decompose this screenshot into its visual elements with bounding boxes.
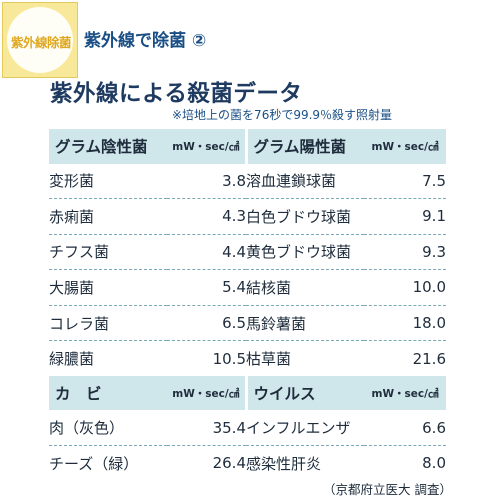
sterilization-data-table: グラム陰性菌 mW・sec/㎠ グラム陽性菌 mW・sec/㎠ 変形菌 3.8 … — [49, 129, 446, 481]
bacteria-name: コレラ菌 — [49, 305, 167, 342]
table-row: 肉（灰色） 35.4 インフルエンザ 6.6 — [49, 410, 446, 446]
organism-name: 肉（灰色） — [49, 410, 167, 446]
table-header-row: グラム陰性菌 mW・sec/㎠ グラム陽性菌 mW・sec/㎠ — [49, 129, 446, 164]
badge-circle — [7, 7, 73, 73]
bacteria-name: 緑膿菌 — [49, 340, 167, 376]
bacteria-name: 白色ブドウ球菌 — [246, 198, 364, 235]
unit-header: mW・sec/㎠ — [364, 129, 446, 164]
dose-value: 6.5 — [167, 305, 246, 342]
bacteria-name: 赤痢菌 — [49, 198, 167, 235]
main-title: 紫外線による殺菌データ — [50, 81, 303, 107]
unit-header: mW・sec/㎠ — [167, 129, 246, 164]
badge-label: 紫外線除菌 — [10, 35, 72, 50]
dose-value: 4.4 — [167, 234, 246, 271]
measurement-note: ※培地上の菌を76秒で99.9％殺す照射量 — [172, 108, 393, 122]
table-row: 変形菌 3.8 溶血連鎖球菌 7.5 — [49, 163, 446, 200]
header-gram-positive: グラム陽性菌 — [244, 129, 364, 164]
dose-value: 5.4 — [167, 269, 246, 306]
dose-value: 6.6 — [364, 410, 446, 446]
dose-value: 21.6 — [364, 340, 446, 376]
dose-value: 3.8 — [167, 163, 246, 200]
dose-value: 18.0 — [364, 305, 446, 342]
header-title: 紫外線で除菌 ② — [84, 31, 207, 51]
dose-value: 35.4 — [167, 410, 246, 446]
dose-value: 9.3 — [364, 234, 446, 271]
dose-value: 26.4 — [167, 445, 246, 481]
bacteria-name: 枯草菌 — [246, 340, 364, 376]
uv-sterilization-badge: 紫外線除菌 — [2, 2, 78, 78]
organism-name: インフルエンザ — [246, 410, 364, 446]
table-row: チフス菌 4.4 黄色ブドウ球菌 9.3 — [49, 234, 446, 271]
header-mold: カ ビ — [49, 375, 167, 411]
organism-name: チーズ（緑） — [49, 445, 167, 481]
source-footer: （京都府立医大 調査） — [323, 482, 452, 497]
bacteria-name: 結核菌 — [246, 269, 364, 306]
header-gram-negative: グラム陰性菌 — [49, 129, 167, 164]
table-row: 緑膿菌 10.5 枯草菌 21.6 — [49, 340, 446, 376]
dose-value: 7.5 — [364, 163, 446, 200]
organism-name: 感染性肝炎 — [246, 445, 364, 481]
table-row: 赤痢菌 4.3 白色ブドウ球菌 9.1 — [49, 198, 446, 235]
dose-value: 10.0 — [364, 269, 446, 306]
bacteria-name: 変形菌 — [49, 163, 167, 200]
bacteria-name: 溶血連鎖球菌 — [246, 163, 364, 200]
table-row: チーズ（緑） 26.4 感染性肝炎 8.0 — [49, 445, 446, 481]
dose-value: 4.3 — [167, 198, 246, 235]
table-row: コレラ菌 6.5 馬鈴薯菌 18.0 — [49, 305, 446, 342]
table-header-row: カ ビ mW・sec/㎠ ウイルス mW・sec/㎠ — [49, 375, 446, 411]
header-virus: ウイルス — [244, 375, 364, 411]
unit-header: mW・sec/㎠ — [364, 375, 446, 411]
bacteria-name: チフス菌 — [49, 234, 167, 271]
bacteria-name: 馬鈴薯菌 — [246, 305, 364, 342]
table-row: 大腸菌 5.4 結核菌 10.0 — [49, 269, 446, 306]
unit-header: mW・sec/㎠ — [167, 375, 246, 411]
dose-value: 8.0 — [364, 445, 446, 481]
dose-value: 9.1 — [364, 198, 446, 235]
dose-value: 10.5 — [167, 340, 246, 376]
bacteria-name: 大腸菌 — [49, 269, 167, 306]
bacteria-name: 黄色ブドウ球菌 — [246, 234, 364, 271]
